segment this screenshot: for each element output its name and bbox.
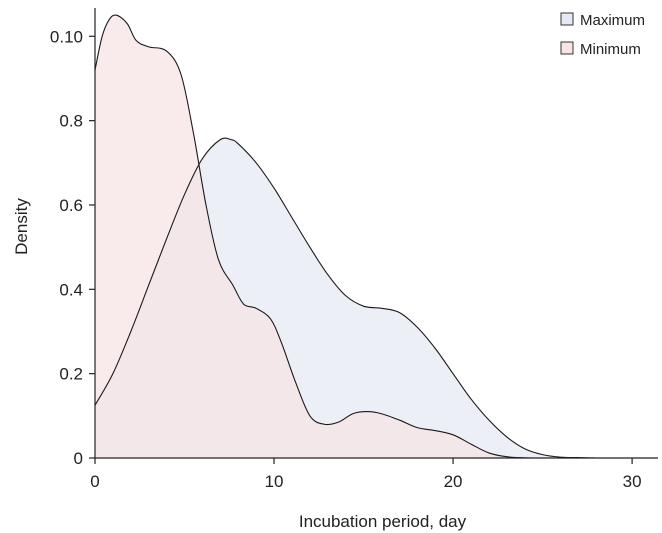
- x-tick-label: 0: [90, 472, 99, 491]
- y-axis-title: Density: [12, 198, 31, 255]
- y-tick-label: 0.8: [59, 112, 83, 131]
- density-line-minimum: [94, 14, 650, 459]
- plot-areas: [94, 14, 650, 459]
- x-tick-label: 30: [623, 472, 642, 491]
- density-line-maximum: [94, 137, 650, 459]
- density-area-minimum: [95, 15, 650, 459]
- legend-swatch-maximum: [560, 12, 574, 26]
- x-tick-label: 20: [444, 472, 463, 491]
- y-tick-label: 0.2: [59, 365, 83, 384]
- legend: Maximum Minimum: [560, 12, 645, 58]
- y-ticks: 0 0.2 0.4 0.6 0.8 0.10: [50, 27, 95, 468]
- y-tick-label: 0.6: [59, 196, 83, 215]
- axes: 0 10 20 30 0 0.2 0.4 0.6 0.8 0.10 Incubation per…: [12, 8, 658, 531]
- x-ticks: 0 10 20 30: [90, 458, 642, 491]
- legend-label-maximum: Maximum: [580, 12, 645, 29]
- x-tick-label: 10: [265, 472, 284, 491]
- legend-label-minimum: Minimum: [580, 41, 641, 58]
- y-tick-label: 0.4: [59, 280, 83, 299]
- y-tick-label: 0: [74, 449, 83, 468]
- y-tick-label: 0.10: [50, 27, 83, 46]
- legend-swatch-minimum: [560, 41, 574, 55]
- x-axis-title: Incubation period, day: [299, 512, 467, 531]
